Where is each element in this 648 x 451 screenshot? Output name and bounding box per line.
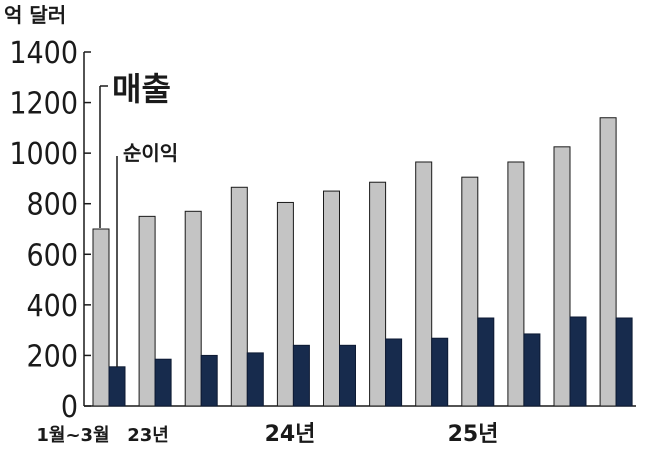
bar-sales: [461, 176, 479, 407]
y-tick-label: 800: [26, 188, 78, 223]
legend-sales-label: 매출: [112, 70, 171, 108]
bar-sales: [599, 117, 617, 407]
bar-profit: [154, 358, 172, 407]
y-tick-label: 0: [61, 390, 78, 425]
unit-label: 억 달러: [4, 3, 66, 27]
bar-profit: [200, 354, 218, 407]
legend-profit-label: 순이익: [123, 141, 178, 165]
bar-sales: [323, 190, 340, 407]
bar-profit: [108, 366, 126, 407]
bar-sales: [507, 161, 525, 407]
x-labels: 1월~3월 23년 24년 25년: [36, 422, 498, 447]
bar-profit: [477, 317, 495, 407]
bar-profit: [431, 337, 449, 407]
bar-sales: [230, 186, 248, 407]
bar-sales: [184, 210, 202, 407]
bar-sales: [369, 181, 387, 407]
x-label: 23년: [127, 425, 169, 446]
legend: 매출 순이익: [99, 70, 178, 367]
bars: [92, 117, 633, 407]
y-tick-label: 200: [26, 339, 78, 374]
bar-profit: [339, 344, 356, 407]
bar-sales: [276, 201, 294, 407]
x-label: 25년: [448, 422, 499, 447]
bar-sales: [92, 228, 110, 407]
bar-profit: [523, 333, 541, 407]
y-tick-label: 1200: [9, 87, 78, 122]
bar-profit: [385, 338, 403, 407]
bar-sales: [415, 161, 433, 407]
y-tick-label: 600: [26, 238, 78, 273]
x-label: 1월~3월: [36, 425, 109, 446]
bar-profit: [615, 317, 633, 407]
bar-profit: [246, 352, 264, 407]
bar-sales: [553, 146, 571, 407]
y-tick-label: 1400: [9, 36, 78, 71]
x-label: 24년: [265, 422, 316, 447]
y-axis: 0 200 400 600 800 1000 1200 1400: [9, 36, 636, 425]
y-tick-label: 1000: [9, 137, 78, 172]
bar-sales: [138, 215, 156, 407]
bar-profit: [569, 316, 587, 407]
y-tick-label: 400: [26, 289, 78, 324]
bar-profit: [292, 344, 310, 407]
